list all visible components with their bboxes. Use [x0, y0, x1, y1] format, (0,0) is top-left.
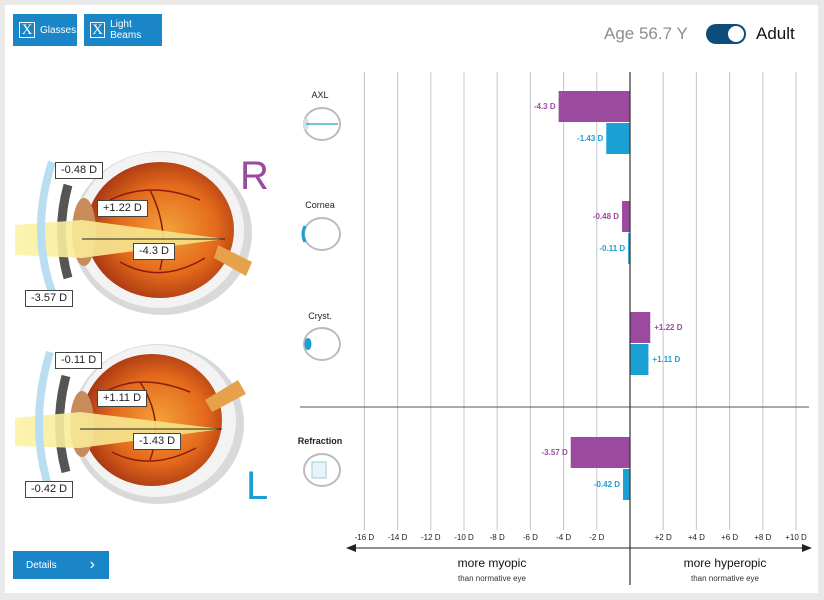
adult-mode-toggle[interactable]: [706, 24, 746, 44]
right-refraction-label: -3.57 D: [25, 290, 74, 307]
glasses-toggle-button[interactable]: X Glasses: [13, 14, 77, 46]
glasses-label: Glasses: [40, 24, 77, 36]
toggle-knob: [728, 26, 744, 42]
bar-value-label: -3.57 D: [541, 447, 568, 457]
row-label-cornea: Cornea: [305, 200, 335, 210]
x-tick-label: +6 D: [721, 533, 739, 542]
left-eye-illustration: [15, 344, 246, 504]
right-lens-label: +1.22 D: [97, 200, 148, 217]
left-eye-letter: L: [246, 464, 269, 508]
arrow-right-icon: [802, 544, 812, 552]
myopic-caption: more myopic: [457, 556, 527, 570]
x-tick-label: -8 D: [489, 533, 505, 542]
x-tick-label: +10 D: [785, 533, 807, 542]
close-icon: X: [90, 22, 106, 38]
right-eye-letter: R: [240, 154, 269, 198]
x-tick-label: -4 D: [556, 533, 572, 542]
x-tick-label: +4 D: [687, 533, 705, 542]
bar-value-label: -1.43 D: [577, 133, 604, 143]
bar-value-label: +1.11 D: [652, 354, 681, 364]
bar-r-cryst: [630, 312, 651, 343]
hyperopic-subcaption: than normative eye: [690, 574, 760, 583]
x-tick-label: +2 D: [654, 533, 672, 542]
refraction-eye-icon: [303, 453, 341, 487]
light-beams-toggle-button[interactable]: X Light Beams: [84, 14, 162, 46]
right-cornea-label: -0.48 D: [55, 162, 104, 179]
bar-value-label: -4.3 D: [533, 101, 556, 111]
x-tick-label: -12 D: [421, 533, 441, 542]
x-tick-label: -6 D: [522, 533, 538, 542]
x-tick-label: -10 D: [454, 533, 474, 542]
bar-value-label: -0.11 D: [599, 243, 626, 253]
row-label-axl: AXL: [311, 90, 329, 100]
arrow-left-icon: [346, 544, 356, 552]
details-button[interactable]: Details ›: [13, 551, 109, 579]
right-axial-label: -4.3 D: [133, 243, 175, 260]
right-eye-illustration: [15, 151, 252, 315]
bar-l-refraction: [623, 469, 630, 500]
row-label-refraction: Refraction: [297, 436, 343, 446]
adult-mode-label: Adult: [756, 24, 795, 43]
bar-value-label: -0.42 D: [593, 479, 621, 489]
left-axial-label: -1.43 D: [133, 433, 182, 450]
age-label: Age 56.7 Y: [604, 24, 688, 43]
bar-r-axl: [558, 91, 630, 122]
chevron-right-icon: ›: [89, 556, 95, 573]
myopic-subcaption: than normative eye: [457, 574, 527, 583]
bar-l-cryst: [630, 344, 649, 375]
bar-l-axl: [606, 123, 630, 154]
axl-eye-icon: [303, 107, 341, 141]
bar-l-cornea: [628, 233, 631, 264]
bar-r-refraction: [570, 437, 630, 468]
close-icon: X: [19, 22, 35, 38]
light-beams-label: Light Beams: [110, 19, 142, 41]
hyperopic-caption: more hyperopic: [683, 556, 767, 570]
bar-value-label: -0.48 D: [592, 211, 620, 221]
bar-value-label: +1.22 D: [654, 322, 683, 332]
left-refraction-label: -0.42 D: [25, 481, 74, 498]
x-tick-label: -14 D: [387, 533, 408, 542]
bar-r-cornea: [622, 201, 630, 232]
cornea-eye-icon: [301, 217, 341, 251]
left-cornea-label: -0.11 D: [55, 352, 103, 369]
crystalline-lens-icon: [303, 327, 341, 361]
left-lens-label: +1.11 D: [97, 390, 148, 407]
details-label: Details: [26, 559, 57, 571]
x-tick-label: +8 D: [754, 533, 772, 542]
x-tick-label: -16 D: [354, 533, 375, 542]
x-tick-label: -2 D: [589, 533, 605, 542]
row-label-cryst: Cryst.: [308, 311, 332, 321]
